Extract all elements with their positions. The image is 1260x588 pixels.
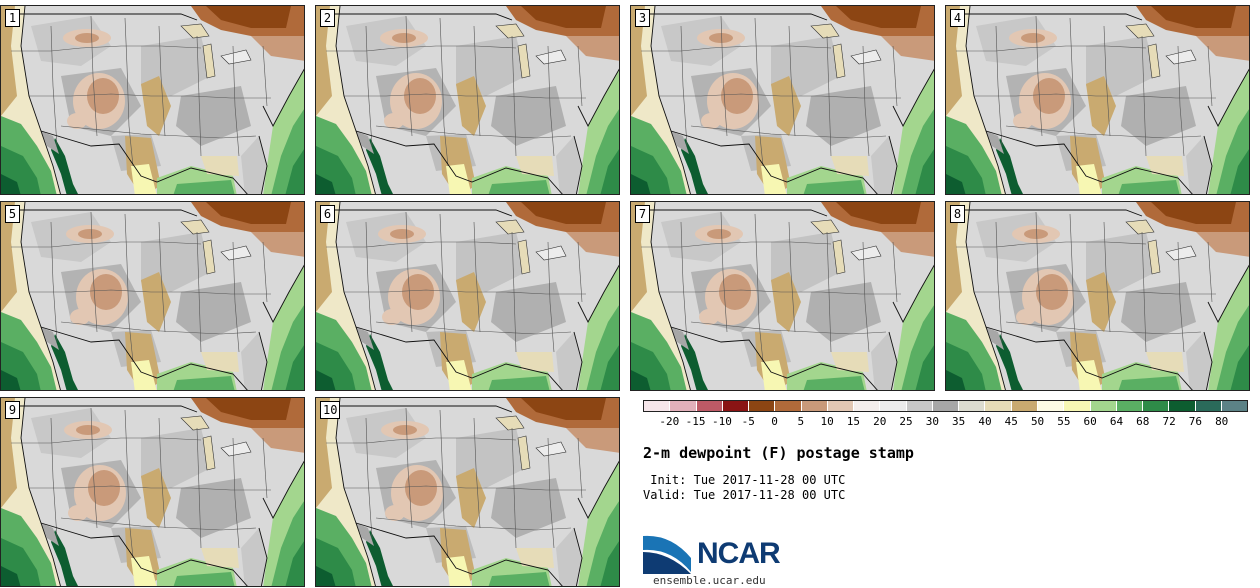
postage-stamp-map: 1 xyxy=(0,5,305,195)
postage-stamp-map: 8 xyxy=(945,201,1250,391)
member-number-label: 1 xyxy=(5,9,20,27)
colorbar-segment xyxy=(1195,401,1222,411)
postage-stamp-map: 7 xyxy=(630,201,935,391)
ncar-logo-text: NCAR xyxy=(697,537,781,570)
ensemble-url: ensemble.ucar.edu xyxy=(653,574,766,587)
colorbar-tick-label: -5 xyxy=(741,415,755,428)
postage-stamp-map: 2 xyxy=(315,5,620,195)
colorbar-segment xyxy=(932,401,960,411)
colorbar-tick-label: 5 xyxy=(797,415,805,428)
member-number-label: 6 xyxy=(320,205,335,223)
colorbar xyxy=(643,400,1248,412)
colorbar-segment xyxy=(854,401,881,411)
colorbar-segment xyxy=(959,401,986,411)
colorbar-tick-label: -20 xyxy=(659,415,680,428)
colorbar-segment xyxy=(1169,401,1196,411)
colorbar-segment xyxy=(722,401,750,411)
colorbar-tick-label: 15 xyxy=(846,415,861,428)
colorbar-tick-label: 35 xyxy=(952,415,966,428)
colorbar-tick-label: 76 xyxy=(1188,415,1203,428)
postage-stamp-map: 3 xyxy=(630,5,935,195)
colorbar-segment xyxy=(1116,401,1144,411)
colorbar-segment xyxy=(1143,401,1170,411)
valid-value: Tue 2017-11-28 00 UTC xyxy=(693,488,846,502)
colorbar-segment xyxy=(670,401,697,411)
colorbar-segment xyxy=(1221,401,1248,411)
colorbar-tick-label: 72 xyxy=(1162,415,1176,428)
member-number-label: 9 xyxy=(5,401,20,419)
member-number-label: 4 xyxy=(950,9,965,27)
colorbar-segment xyxy=(1037,401,1065,411)
member-number-label: 3 xyxy=(635,9,650,27)
member-number-label: 8 xyxy=(950,205,965,223)
colorbar-segment xyxy=(1011,401,1038,411)
colorbar-segment xyxy=(1090,401,1117,411)
colorbar-tick-label: 10 xyxy=(820,415,834,428)
colorbar-tick-label: 40 xyxy=(978,415,992,428)
init-time-line: Init: Tue 2017-11-28 00 UTC xyxy=(643,473,845,487)
init-label: Init: xyxy=(643,473,687,487)
colorbar-tick-label: 45 xyxy=(1004,415,1018,428)
colorbar-tick-label: 30 xyxy=(925,415,939,428)
colorbar-tick-label: 25 xyxy=(899,415,913,428)
colorbar-tick-label: 55 xyxy=(1057,415,1071,428)
colorbar-segment xyxy=(775,401,802,411)
colorbar-segment xyxy=(880,401,907,411)
colorbar-tick-label: 68 xyxy=(1136,415,1150,428)
postage-stamp-map: 5 xyxy=(0,201,305,391)
colorbar-segment xyxy=(985,401,1012,411)
postage-stamp-map: 10 xyxy=(315,397,620,587)
member-number-label: 5 xyxy=(5,205,20,223)
colorbar-segment xyxy=(749,401,776,411)
colorbar-tick-label: -15 xyxy=(685,415,706,428)
colorbar-segment xyxy=(827,401,855,411)
colorbar-segment xyxy=(696,401,723,411)
colorbar-tick-label: -10 xyxy=(711,415,732,428)
member-number-label: 7 xyxy=(635,205,650,223)
member-number-label: 10 xyxy=(320,401,341,419)
valid-time-line: Valid: Tue 2017-11-28 00 UTC xyxy=(643,488,845,502)
colorbar-ticks: -20 -15 -10 -5 0 5 10 15 20 25 30 35 40 45 50 55 60 64 68 7… xyxy=(643,415,1248,429)
valid-label: Valid: xyxy=(643,488,687,502)
colorbar-tick-label: 64 xyxy=(1109,415,1124,428)
plot-title: 2-m dewpoint (F) postage stamp xyxy=(643,444,914,462)
colorbar-segment xyxy=(801,401,828,411)
colorbar-tick-label: 80 xyxy=(1215,415,1229,428)
member-number-label: 2 xyxy=(320,9,335,27)
init-value: Tue 2017-11-28 00 UTC xyxy=(693,473,846,487)
colorbar-segment xyxy=(1064,401,1091,411)
colorbar-tick-label: 60 xyxy=(1083,415,1097,428)
postage-stamp-map: 6 xyxy=(315,201,620,391)
postage-stamp-map: 4 xyxy=(945,5,1250,195)
colorbar-tick-label: 20 xyxy=(873,415,887,428)
colorbar-segment xyxy=(644,401,671,411)
ncar-swoosh-icon xyxy=(643,535,691,574)
colorbar-tick-label: 0 xyxy=(771,415,778,428)
colorbar-segment xyxy=(906,401,933,411)
colorbar-tick-label: 50 xyxy=(1030,415,1045,428)
postage-stamp-map: 9 xyxy=(0,397,305,587)
